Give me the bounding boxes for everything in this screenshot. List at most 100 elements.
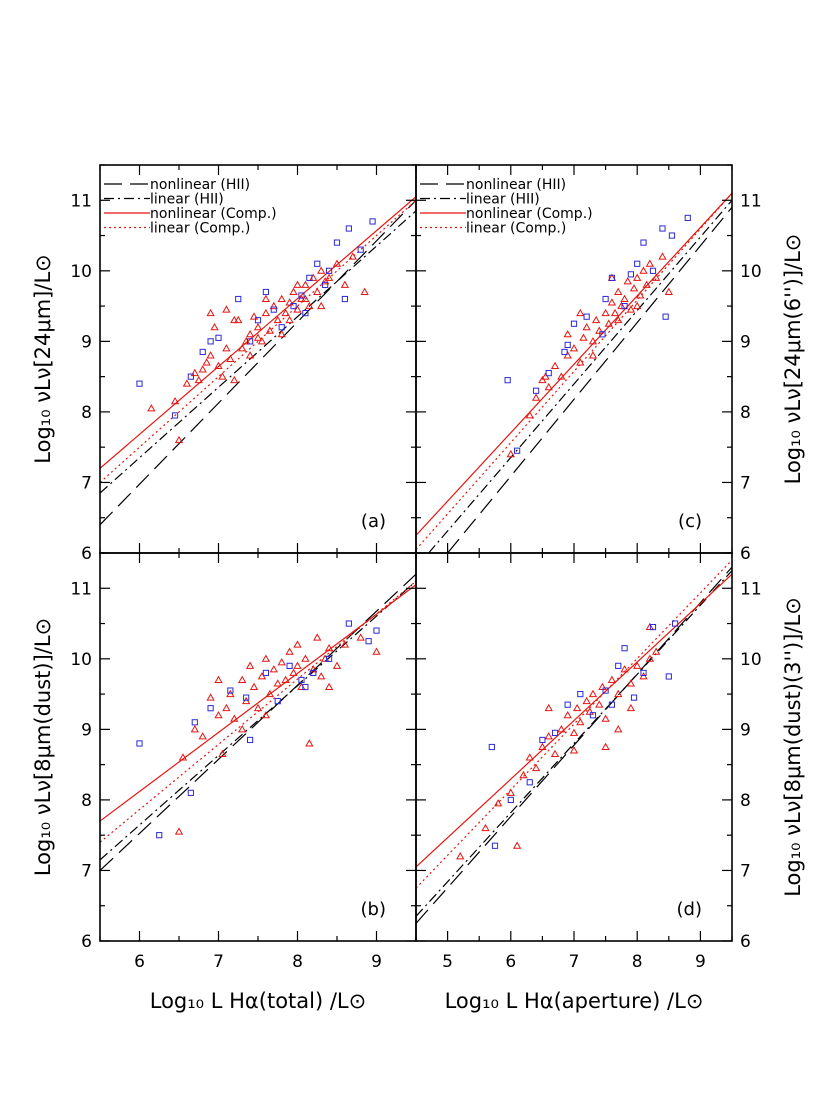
triangle-point: [174, 435, 184, 444]
triangle-point: [301, 654, 310, 662]
triangle-point: [456, 852, 465, 860]
triangle-point: [257, 337, 267, 345]
triangle-point: [317, 672, 326, 680]
square-point: [298, 292, 305, 299]
triangle-point: [651, 647, 661, 655]
fit-line-nonlinear-hii: [447, 206, 732, 553]
square-point: [341, 295, 348, 303]
panel-b: 6 7 8 9 6 7 8 9 10 11 (b): [70, 552, 417, 972]
square-point: [314, 260, 321, 267]
y-tick-label: 11: [70, 191, 92, 211]
square-point: [608, 274, 616, 281]
triangle-point: [261, 294, 271, 303]
square-point: [602, 295, 609, 303]
triangle-point: [285, 647, 294, 655]
triangle-point: [324, 643, 334, 652]
fit-line-nonlinear-comp: [416, 573, 732, 868]
x-tick-label: 7: [213, 952, 224, 972]
fit-line-nonlinear-hii: [100, 573, 416, 871]
panel-a: 6 7 8 9 10 11 (a): [70, 164, 417, 564]
triangle-point: [309, 665, 318, 673]
triangle-point: [198, 365, 207, 373]
triangle-point: [588, 351, 598, 359]
x-axis-title-right: Log₁₀ L Hα(aperture) /L⊙: [445, 989, 704, 1013]
fit-line-linear-hii: [100, 210, 416, 494]
triangle-point: [261, 710, 271, 719]
y-axis-title-top-left: Log₁₀ νLν[24μm]/L⊙: [31, 254, 55, 463]
square-point: [684, 214, 691, 222]
triangle-point: [633, 661, 642, 669]
triangle-point: [588, 337, 598, 345]
panel-label: (a): [361, 511, 386, 532]
triangle-point: [614, 689, 623, 698]
triangle-point: [614, 725, 623, 733]
panel-d: 5 6 7 8 9 6 7 8 9 10 11 (d): [415, 552, 762, 972]
triangle-point: [257, 672, 267, 680]
triangle-point: [598, 682, 607, 691]
plot-frame: [99, 552, 417, 942]
triangle-point: [519, 770, 528, 779]
square-point: [156, 832, 163, 839]
triangle-point: [340, 280, 350, 288]
square-point: [235, 295, 242, 303]
y-tick-label: 6: [81, 544, 92, 564]
triangle-point: [289, 668, 298, 676]
triangle-point: [582, 696, 591, 705]
legend-label: nonlinear (Comp.): [150, 206, 277, 222]
square-point: [491, 842, 499, 849]
triangle-point: [664, 287, 673, 295]
triangle-point: [289, 287, 298, 295]
square-point: [526, 779, 533, 786]
triangle-point: [531, 393, 541, 401]
square-point: [298, 676, 305, 684]
y-tick-label: 8: [81, 403, 92, 423]
y-tick-label: 6: [740, 932, 751, 952]
triangle-point: [626, 679, 636, 687]
square-point: [608, 701, 616, 708]
square-point: [136, 740, 143, 747]
x-tick-label: 8: [292, 952, 303, 972]
triangle-point: [645, 654, 655, 662]
triangle-point: [607, 675, 617, 683]
square-point: [326, 655, 333, 662]
x-tick-label: 8: [632, 952, 643, 972]
triangle-point: [585, 707, 594, 715]
square-point: [357, 246, 364, 253]
y-tick-label: 9: [81, 720, 92, 740]
triangle-point: [550, 361, 560, 370]
triangle-point: [261, 308, 271, 317]
legend-label: linear (HII): [150, 192, 224, 208]
triangle-point: [238, 675, 247, 683]
triangle-point: [633, 301, 642, 310]
triangle-point: [569, 728, 579, 736]
x-tick-label: 6: [134, 952, 145, 972]
triangle-point: [579, 333, 588, 341]
triangle-point: [360, 287, 369, 295]
triangle-point: [182, 379, 192, 387]
y-tick-label: 7: [81, 473, 92, 493]
square-point: [577, 690, 584, 698]
square-point: [254, 317, 262, 324]
triangle-point: [601, 714, 610, 722]
triangle-point: [626, 305, 636, 313]
legend-label: linear (Comp.): [150, 221, 250, 237]
triangle-point: [249, 312, 259, 320]
square-point: [243, 694, 250, 701]
triangle-point: [226, 689, 235, 698]
square-point: [602, 687, 609, 694]
square-point: [262, 669, 269, 677]
triangle-point: [190, 725, 199, 733]
square-point: [171, 412, 179, 419]
fit-line-nonlinear-hii: [100, 199, 416, 526]
y-axis-title-top-right: Log₁₀ νLν[24μm(6'')]/L⊙: [781, 234, 805, 485]
legend-label: linear (Comp.): [466, 221, 566, 237]
square-point: [191, 719, 198, 726]
triangle-point: [493, 799, 503, 807]
square-point: [659, 225, 666, 232]
triangle-point: [206, 693, 215, 701]
triangle-point: [226, 354, 235, 362]
triangle-point: [651, 273, 661, 281]
triangle-point: [297, 294, 306, 303]
triangle-point: [639, 266, 648, 274]
triangle-point: [563, 351, 572, 359]
